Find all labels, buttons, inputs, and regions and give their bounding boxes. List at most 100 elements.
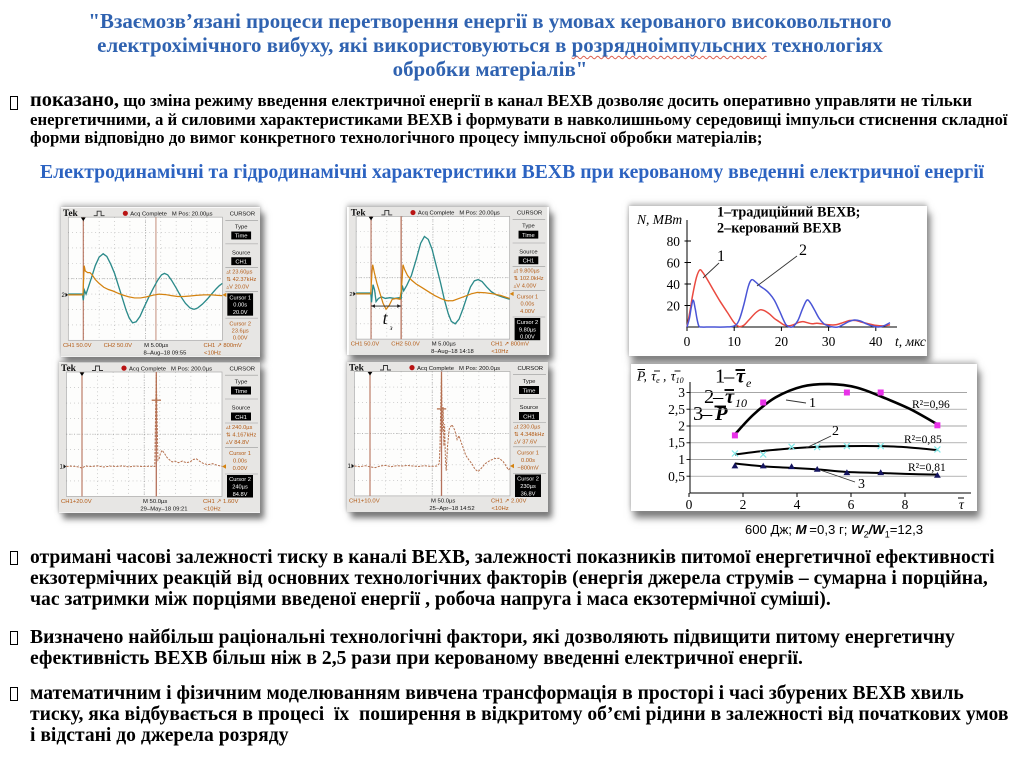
svg-text:1: 1 [717, 248, 725, 265]
svg-text:2: 2 [799, 242, 807, 259]
svg-text:CH1 50.0V: CH1 50.0V [63, 343, 92, 349]
svg-text:CH1 50.0V: CH1 50.0V [351, 342, 380, 348]
svg-text:4: 4 [794, 497, 801, 511]
svg-text:Cursor 1: Cursor 1 [229, 451, 251, 457]
svg-text:⇅ 4.167kHz: ⇅ 4.167kHz [226, 433, 257, 439]
svg-text:▵t 9.800µs: ▵t 9.800µs [514, 269, 540, 275]
svg-text:Source: Source [232, 406, 251, 412]
svg-text:Type: Type [522, 224, 535, 230]
svg-text:CH1 ↗ 1.60V: CH1 ↗ 1.60V [203, 499, 238, 505]
svg-text:–: – [701, 403, 713, 425]
svg-text:CH1+10.0V: CH1+10.0V [349, 499, 380, 505]
svg-text:CH1 ↗ 800mV: CH1 ↗ 800mV [204, 343, 242, 349]
svg-text:23.6µs: 23.6µs [232, 328, 249, 334]
svg-text:R²=0,85: R²=0,85 [904, 434, 942, 446]
svg-text:CH1 ↗ 800mV: CH1 ↗ 800mV [491, 342, 529, 348]
svg-text:M 50.0µs: M 50.0µs [143, 499, 167, 505]
svg-text:▵t 230.0µs: ▵t 230.0µs [514, 425, 541, 431]
svg-text:0.00s: 0.00s [233, 303, 247, 309]
svg-text:6: 6 [848, 497, 855, 511]
svg-text:▵V 4.00V: ▵V 4.00V [514, 283, 537, 289]
svg-text:▵t 23.60µs: ▵t 23.60µs [226, 270, 252, 276]
svg-text:8–Aug–18 09:55: 8–Aug–18 09:55 [144, 350, 187, 356]
svg-text:Cursor 2: Cursor 2 [517, 320, 539, 326]
svg-text:0.00V: 0.00V [233, 466, 248, 472]
svg-text:3: 3 [858, 477, 865, 492]
svg-text:з: з [389, 323, 393, 332]
svg-text:▵t 240.0µs: ▵t 240.0µs [226, 425, 253, 431]
svg-text:0,5: 0,5 [668, 469, 685, 484]
svg-text:0: 0 [684, 334, 691, 349]
svg-text:τ: τ [725, 386, 735, 408]
svg-text:N, МВт: N, МВт [636, 212, 682, 227]
svg-text:Time: Time [522, 233, 535, 239]
svg-text:Time: Time [523, 388, 537, 394]
svg-text:Cursor 1: Cursor 1 [517, 294, 539, 300]
svg-text:CURSOR: CURSOR [518, 366, 544, 372]
svg-text:3: 3 [678, 385, 685, 400]
svg-text:1: 1 [678, 452, 685, 467]
svg-text:4.00V: 4.00V [520, 309, 535, 315]
svg-text:M 5.00µs: M 5.00µs [432, 342, 456, 348]
svg-text:CH1: CH1 [523, 414, 535, 420]
svg-text:8: 8 [902, 497, 909, 511]
svg-text:Acq Complete: Acq Complete [130, 211, 167, 217]
svg-text:0.00V: 0.00V [520, 335, 535, 341]
svg-text:2: 2 [349, 292, 352, 298]
svg-text:3: 3 [693, 403, 703, 425]
svg-text:Tek: Tek [351, 208, 367, 218]
svg-text:240µs: 240µs [232, 485, 248, 491]
svg-text:1: 1 [809, 396, 816, 411]
svg-text:CH2 50.0V: CH2 50.0V [391, 342, 420, 348]
svg-text:84.8V: 84.8V [233, 492, 248, 498]
svg-text:1: 1 [348, 464, 352, 470]
svg-text:<10Hz: <10Hz [204, 507, 221, 513]
svg-text:10: 10 [728, 334, 742, 349]
svg-text:Source: Source [232, 250, 250, 256]
svg-text:Cursor 1: Cursor 1 [517, 451, 539, 457]
svg-text:0: 0 [686, 497, 693, 511]
svg-text:−800mV: −800mV [517, 465, 539, 471]
svg-text:20: 20 [667, 299, 681, 314]
svg-text:M Pos: 20.00µs: M Pos: 20.00µs [172, 211, 213, 217]
svg-text:CH1 ↗ 2.00V: CH1 ↗ 2.00V [491, 499, 526, 505]
svg-text:1–традиційний ВЕХВ;: 1–традиційний ВЕХВ; [717, 206, 860, 221]
svg-text:▵V 37.6V: ▵V 37.6V [514, 440, 537, 446]
svg-text:Cursor 1: Cursor 1 [229, 296, 251, 302]
svg-text:Cursor 2: Cursor 2 [229, 321, 251, 327]
svg-text:25–Apr–18 14:52: 25–Apr–18 14:52 [429, 506, 474, 512]
svg-text:–: – [712, 386, 724, 408]
svg-text:CURSOR: CURSOR [230, 366, 256, 372]
svg-text:<10Hz: <10Hz [204, 350, 221, 356]
svg-text:t: t [383, 308, 389, 328]
svg-text:1,5: 1,5 [668, 435, 685, 450]
svg-text:Type: Type [235, 380, 248, 386]
svg-text:60: 60 [667, 256, 681, 271]
svg-text:Source: Source [520, 405, 539, 411]
svg-text:20: 20 [775, 334, 789, 349]
svg-text:Time: Time [235, 389, 249, 395]
svg-text:⇅ 42.37kHz: ⇅ 42.37kHz [226, 277, 256, 283]
svg-text:0.00V: 0.00V [233, 336, 248, 342]
svg-text:M Pos: 200.0µs: M Pos: 200.0µs [171, 366, 212, 372]
svg-text:▵V 84.8V: ▵V 84.8V [226, 440, 249, 446]
svg-text:M 5.00µs: M 5.00µs [144, 343, 168, 349]
svg-text:P, τe , τ10: P, τe , τ10 [636, 369, 684, 386]
svg-text:2: 2 [678, 419, 685, 434]
svg-text:–: – [723, 366, 735, 388]
svg-text:CURSOR: CURSOR [230, 211, 255, 217]
svg-text:20.0V: 20.0V [233, 310, 248, 316]
svg-text:Tek: Tek [349, 364, 365, 374]
svg-text:0.00s: 0.00s [521, 302, 535, 308]
svg-text:2: 2 [704, 386, 714, 408]
svg-text:Cursor 2: Cursor 2 [517, 477, 539, 483]
svg-text:CH1: CH1 [235, 415, 247, 421]
svg-text:R²=0,96: R²=0,96 [912, 399, 950, 411]
svg-text:CURSOR: CURSOR [517, 211, 542, 217]
svg-text:CH1: CH1 [523, 259, 535, 265]
svg-text:R²=0,81: R²=0,81 [908, 462, 946, 474]
svg-text:CH1+20.0V: CH1+20.0V [61, 499, 92, 505]
svg-text:1: 1 [60, 465, 64, 471]
svg-text:2: 2 [740, 497, 747, 511]
svg-text:1: 1 [715, 366, 725, 388]
